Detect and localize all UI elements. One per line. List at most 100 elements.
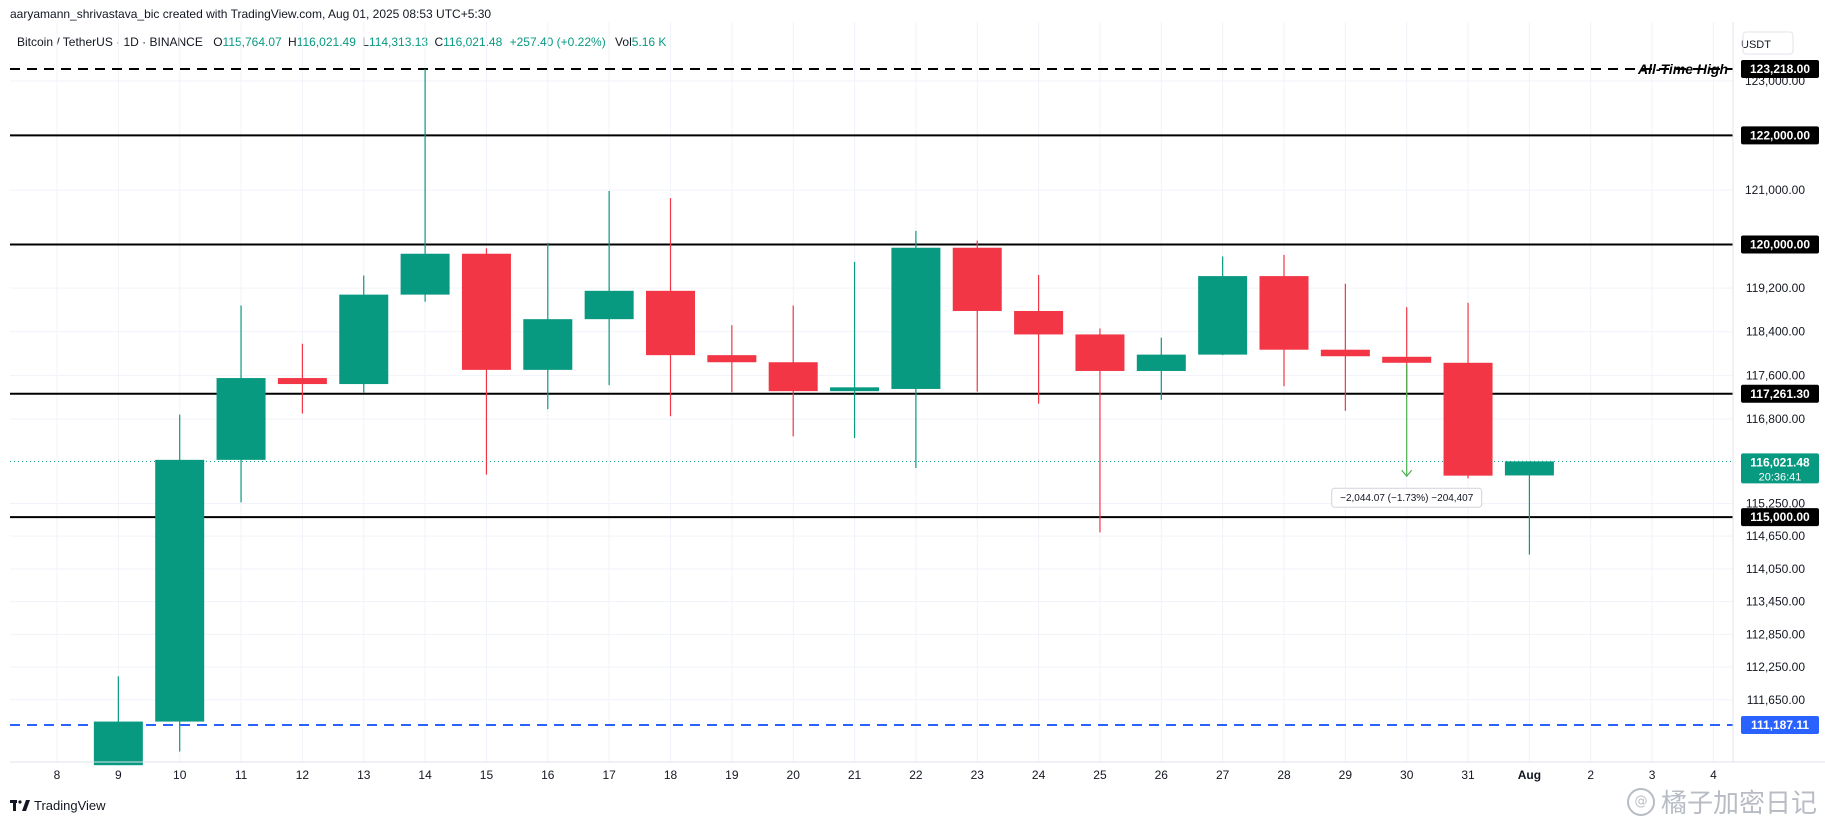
candle-body (768, 362, 818, 392)
time-tick-label: 22 (909, 768, 923, 782)
level-price-label: 117,261.30 (1750, 387, 1810, 401)
time-tick-label: 23 (971, 768, 985, 782)
candle-body (461, 253, 511, 370)
time-tick-label: 9 (115, 768, 122, 782)
last-price-label: 116,021.48 (1750, 455, 1810, 469)
price-tick-label: 114,650.00 (1746, 529, 1805, 543)
level-price-label: 115,000.00 (1750, 510, 1810, 524)
tradingview-logo[interactable]: TradingView (10, 798, 106, 813)
candle-body (93, 721, 143, 766)
time-tick-label: 27 (1216, 768, 1230, 782)
candle-body (1075, 334, 1125, 371)
currency-label: USDT (1741, 39, 1771, 51)
watermark-icon: @ (1626, 787, 1655, 816)
candle-body (1320, 349, 1370, 357)
time-tick-label: 30 (1400, 768, 1414, 782)
candle-body (339, 294, 389, 385)
time-tick-label: 10 (173, 768, 187, 782)
candle-body (1259, 276, 1309, 350)
author-line: aaryamann_shrivastava_bic created with T… (10, 7, 492, 21)
change-value: +257.40 (+0.22%) (509, 35, 606, 49)
vol-label: Vol (615, 35, 632, 49)
price-tick-label: 119,200.00 (1746, 281, 1805, 295)
measure-arrow-icon (1401, 469, 1413, 478)
open-label: O (213, 35, 223, 49)
time-tick-label: 14 (418, 768, 432, 782)
candle-body (1198, 276, 1248, 355)
high-value: 116,021.49 (296, 35, 356, 49)
time-tick-label: 8 (54, 768, 61, 782)
high-label: H (288, 35, 297, 49)
level-layer: All-Time High (10, 61, 1733, 726)
measure-label: −2,044.07 (−1.73%) −204,407 (1340, 493, 1474, 504)
time-tick-label: 19 (725, 768, 739, 782)
time-tick-label: 13 (357, 768, 371, 782)
candle-body (400, 253, 450, 295)
candle-body (891, 247, 941, 389)
time-tick-label: 24 (1032, 768, 1046, 782)
tradingview-logo-icon (10, 800, 30, 811)
level-price-tag (1741, 235, 1819, 254)
time-tick-label: 20 (787, 768, 801, 782)
time-tick-label: 26 (1155, 768, 1169, 782)
symbol-legend: Bitcoin / TetherUS · 1D · BINANCE O115,7… (17, 35, 666, 49)
time-tick-label: 4 (1710, 768, 1717, 782)
time-tick-label: 12 (296, 768, 310, 782)
level-price-tag (1741, 60, 1819, 78)
time-tick-label: 25 (1093, 768, 1107, 782)
low-value: 114,313.13 (368, 35, 429, 49)
candle-body (155, 459, 205, 722)
time-tick-label: 21 (848, 768, 862, 782)
overlay-layer: −2,044.07 (−1.73%) −204,407 (1331, 364, 1483, 508)
candle-body (1504, 461, 1554, 476)
time-tick-label: 29 (1339, 768, 1353, 782)
time-tick-label: 16 (541, 768, 555, 782)
level-price-tag (1741, 126, 1819, 145)
candle-body (830, 387, 880, 392)
candle-body (1014, 310, 1064, 335)
close-value: 116,021.48 (443, 35, 503, 49)
candle-body (216, 378, 266, 460)
axis-layer: 8 9 10 11 12 13 14 15 16 17 18 19 20 21 22 23 24 25 26 27 28… (10, 22, 1825, 782)
level-price-label: 123,218.00 (1750, 62, 1810, 76)
price-tick-label: 112,250.00 (1746, 660, 1805, 674)
time-tick-label: 18 (664, 768, 678, 782)
price-tick-label: 117,600.00 (1746, 368, 1805, 382)
level-price-tag (1741, 508, 1819, 527)
last-price-tag (1741, 453, 1819, 484)
candle-body (1443, 362, 1493, 476)
open-value: 115,764.07 (222, 35, 282, 49)
level-price-tag (1741, 716, 1819, 734)
candle-body (646, 290, 695, 356)
price-tick-label: 118,400.00 (1746, 325, 1805, 339)
candle-body (1382, 356, 1432, 363)
candle-body (523, 319, 573, 370)
measure-box (1331, 487, 1483, 508)
price-tick-label: 121,000.00 (1745, 183, 1805, 197)
price-tick-label: 116,800.00 (1746, 412, 1805, 426)
time-tick-label: 15 (480, 768, 494, 782)
watermark-text: 橘子加密日记 (1660, 789, 1817, 819)
price-tick-label: 112,850.00 (1746, 627, 1805, 641)
price-tick-label: 113,450.00 (1746, 595, 1805, 609)
candle-body (584, 290, 634, 320)
level-price-label: 122,000.00 (1750, 128, 1810, 142)
watermark: @ 橘子加密日记 (1626, 783, 1817, 820)
level-price-label: 111,187.11 (1751, 718, 1809, 732)
tradingview-logo-text: TradingView (34, 798, 106, 813)
symbol-name[interactable]: Bitcoin / TetherUS · 1D · BINANCE (17, 35, 203, 49)
candle-body (952, 247, 1002, 311)
candle-layer (93, 69, 1554, 766)
candle-body (277, 378, 327, 385)
candle-body (707, 355, 757, 363)
time-tick-label: 31 (1461, 768, 1475, 782)
time-tick-label: Aug (1518, 768, 1541, 782)
time-tick-label: 2 (1587, 768, 1594, 782)
level-price-tag (1741, 384, 1819, 403)
time-tick-label: 17 (602, 768, 616, 782)
price-tick-label: 115,250.00 (1746, 496, 1805, 510)
countdown-label: 20:36:41 (1759, 471, 1802, 483)
currency-box (1742, 31, 1794, 55)
price-tick-label: 114,050.00 (1746, 562, 1805, 576)
